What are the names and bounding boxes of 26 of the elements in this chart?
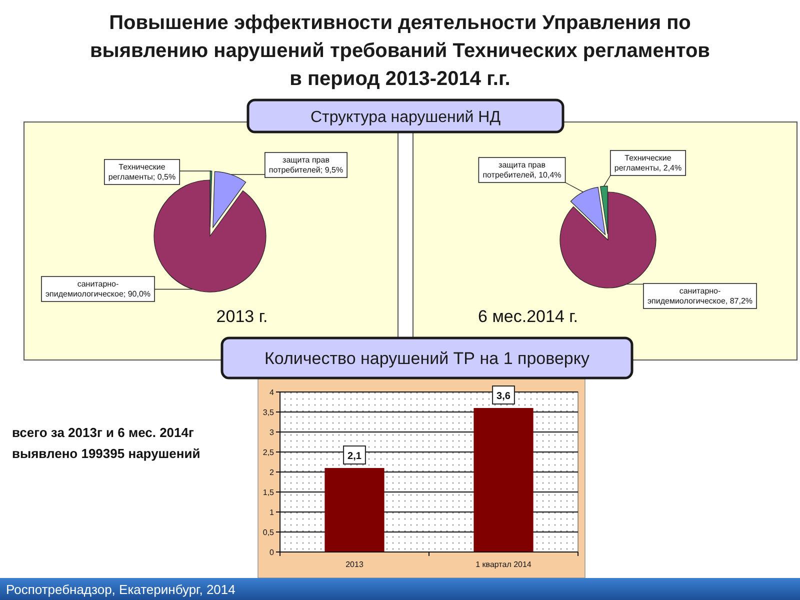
y-tick-label: 0 <box>270 548 275 557</box>
y-tick-label: 0,5 <box>262 528 275 537</box>
slice-label: санитарно-эпидемиологическое, 87,2% <box>647 286 753 306</box>
slice-label: защита прав потребителей; 9,5% <box>268 156 344 174</box>
text: Структура нарушений НД <box>310 108 501 126</box>
text: 2013 г. <box>216 307 268 326</box>
text: Повышение эффективности деятельности Управления по выявлению нарушений требований Технических регламентов в период 2013-2014 г.г. <box>90 12 710 90</box>
slice-label: защита прав потребителей, 10,4% <box>482 160 562 180</box>
text: 6 мес.2014 г. <box>478 307 578 326</box>
data-label: 3,6 <box>496 391 511 402</box>
data-label: 2,1 <box>348 451 362 462</box>
text: всего за 2013г и 6 мес. 2014г выявлено 199395 нарушений <box>12 425 200 461</box>
x-tick-label: 2013 <box>346 560 364 569</box>
y-tick-label: 3 <box>270 428 275 437</box>
slice-label: Технические регламенты, 2,4% <box>614 154 682 172</box>
y-tick-label: 1,5 <box>262 488 275 497</box>
y-tick-label: 1 <box>270 508 275 517</box>
y-tick-label: 3,5 <box>262 408 275 417</box>
slice-label: санитарно-эпидемиологическое; 90,0% <box>45 280 151 298</box>
chart-title: Количество нарушений ТР на 1 проверку <box>264 349 590 368</box>
text: Роспотребнадзор, Екатеринбург, 2014 <box>6 582 236 597</box>
y-tick-label: 2 <box>270 468 275 477</box>
y-tick-label: 2,5 <box>262 448 275 457</box>
x-tick-label: 1 квартал 2014 <box>476 560 532 569</box>
slice-label: Технические регламенты; 0,5% <box>108 162 176 182</box>
y-tick-label: 4 <box>270 388 275 397</box>
